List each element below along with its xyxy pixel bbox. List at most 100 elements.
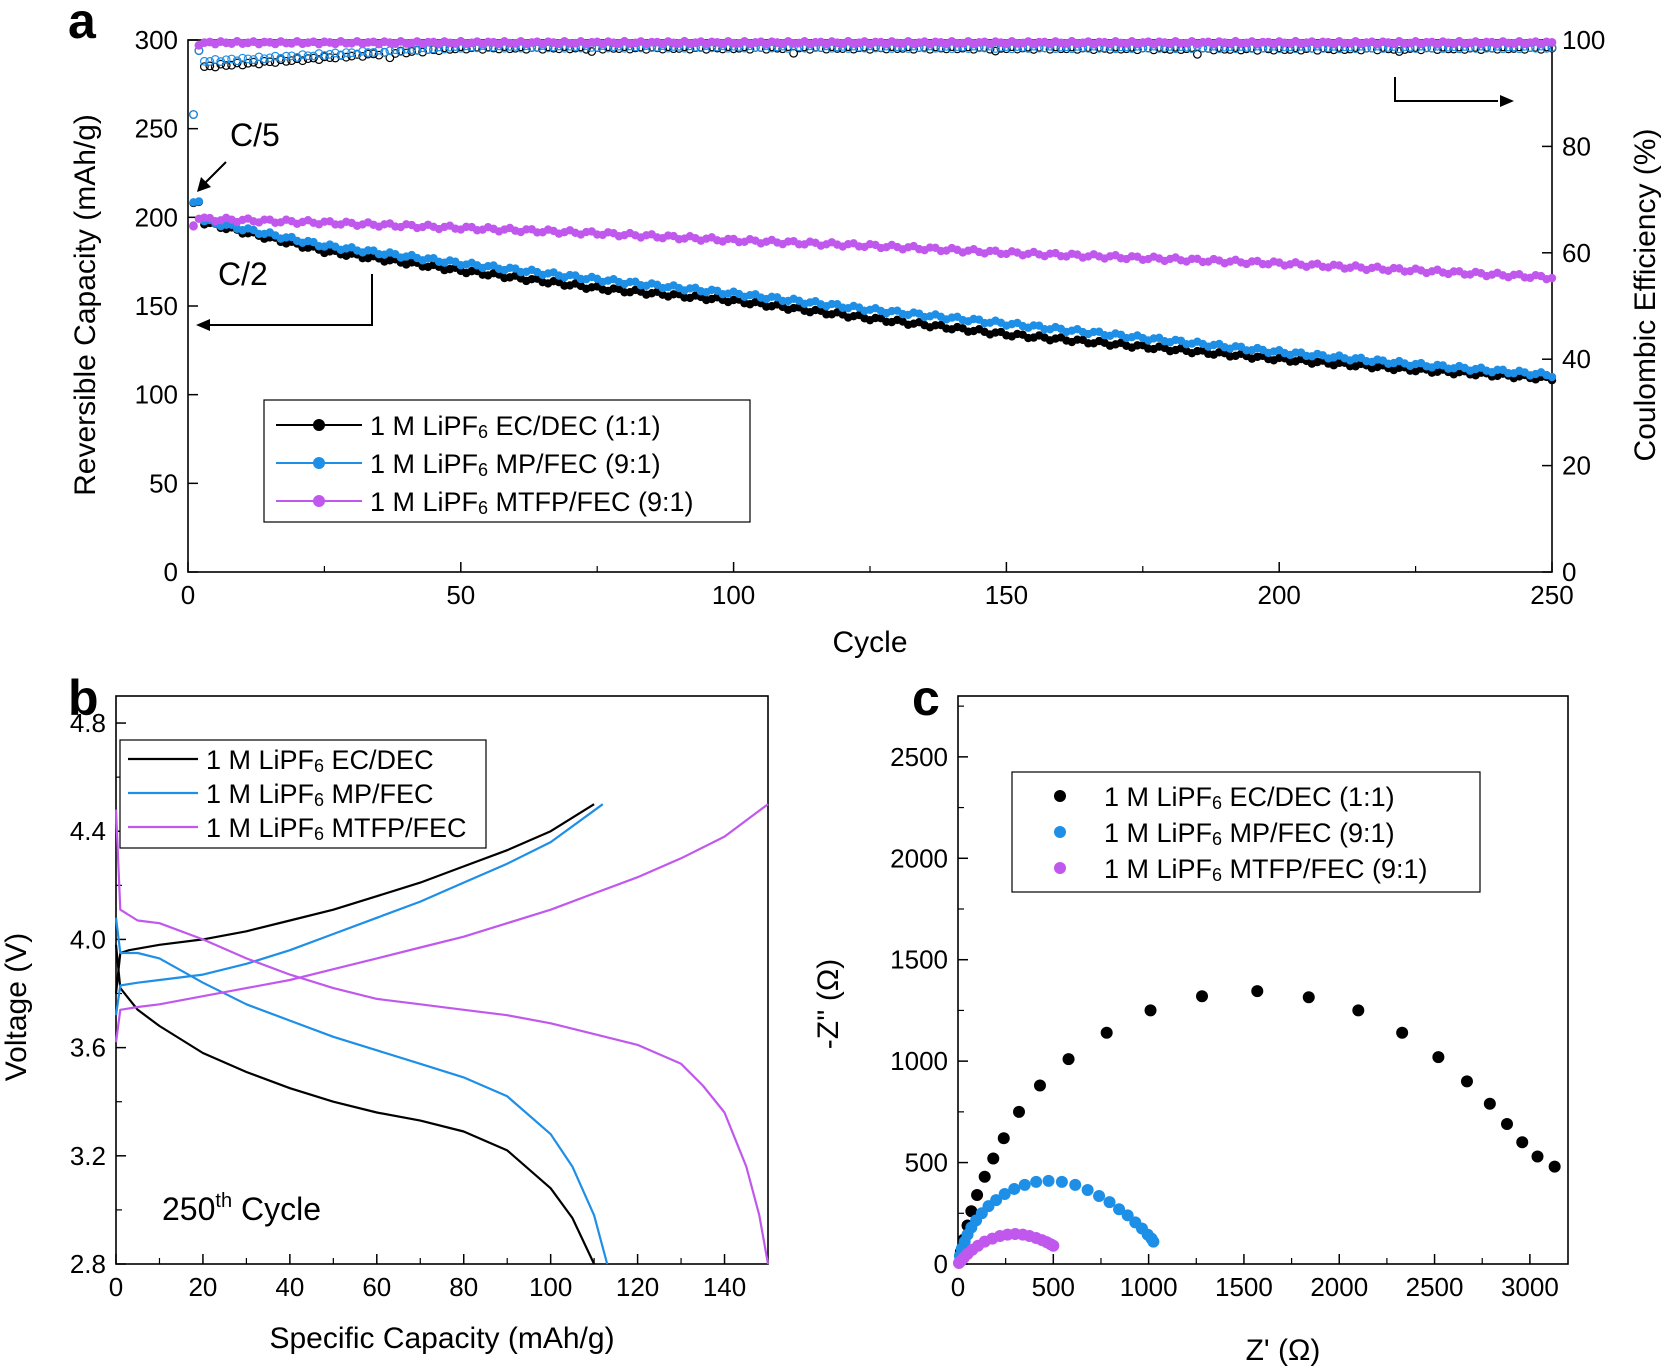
c-point bbox=[1483, 1097, 1496, 1110]
a-y2-tick-label: 0 bbox=[1562, 557, 1576, 587]
plot-layer: 0 50 100 150 200 2500501001502002503000204060… bbox=[70, 25, 1606, 1302]
a-left-axis-arrow bbox=[210, 274, 373, 326]
a-ce-point bbox=[336, 50, 346, 60]
b-y-tick-label: 4.4 bbox=[70, 816, 106, 846]
a-ce-point bbox=[276, 53, 286, 63]
a-ce-point bbox=[374, 50, 384, 60]
a-ce-point bbox=[205, 61, 215, 71]
c-point bbox=[1093, 1190, 1106, 1203]
c-point bbox=[990, 1194, 1003, 1207]
panel-label-a: a bbox=[68, 0, 97, 49]
a-ce-point bbox=[303, 51, 313, 61]
a-legend-marker bbox=[313, 495, 325, 507]
c-point bbox=[971, 1189, 984, 1202]
a-ce-point bbox=[1547, 38, 1557, 47]
a-ce-point bbox=[205, 57, 215, 66]
a-x-tick-label: 250 bbox=[1530, 580, 1573, 610]
a-ce-point bbox=[189, 221, 198, 231]
c-x-tick-label: 2000 bbox=[1310, 1272, 1368, 1302]
a-ce-point bbox=[1394, 47, 1404, 56]
a-y2-tick-label: 80 bbox=[1562, 131, 1591, 161]
c-series-0 bbox=[954, 985, 1561, 1258]
a-annotation-c5: C/5 bbox=[230, 117, 280, 153]
c-point bbox=[1196, 990, 1208, 1003]
b-y-tick-label: 4.0 bbox=[70, 924, 106, 954]
c-series-2 bbox=[952, 1227, 1060, 1269]
b-annotation-cycle: 250th Cycle bbox=[162, 1190, 321, 1227]
c-y-tick-label: 2000 bbox=[890, 843, 948, 873]
a-ce-point bbox=[227, 54, 237, 64]
c-x-tick-label: 1000 bbox=[1120, 1272, 1178, 1302]
c-plot-frame bbox=[957, 695, 1569, 1265]
a-capacity-point bbox=[1547, 372, 1557, 382]
c-legend-label: 1 M LiPF6 MTFP/FEC (9:1) bbox=[1104, 854, 1428, 885]
a-ce-point bbox=[254, 52, 264, 62]
c-x-tick-label: 0 bbox=[951, 1272, 965, 1302]
a-ce-point bbox=[347, 48, 357, 58]
a-c5-arrowhead bbox=[197, 177, 211, 192]
a-ce-point bbox=[325, 53, 335, 63]
c-point bbox=[978, 1170, 991, 1183]
c-point bbox=[1501, 1118, 1513, 1131]
c-point bbox=[1013, 1105, 1025, 1118]
a-ce-point bbox=[352, 49, 362, 59]
c-point bbox=[1302, 991, 1315, 1004]
c-point bbox=[1042, 1174, 1055, 1187]
b-x-tick-label: 140 bbox=[703, 1272, 746, 1302]
c-point bbox=[1030, 1175, 1043, 1188]
c-point bbox=[965, 1205, 978, 1218]
a-ce-point bbox=[189, 110, 198, 119]
b-x-tick-label: 100 bbox=[529, 1272, 572, 1302]
c-y-tick-label: 1500 bbox=[890, 945, 948, 975]
c-legend bbox=[1011, 771, 1481, 893]
a-ce-point bbox=[292, 52, 302, 62]
a-y2-tick-label: 100 bbox=[1562, 25, 1605, 55]
c-point bbox=[1516, 1136, 1529, 1149]
a-y-tick-label: 300 bbox=[135, 25, 178, 55]
a-capacity-point bbox=[194, 197, 204, 206]
c-legend-marker bbox=[1054, 826, 1066, 838]
a-legend-label: 1 M LiPF6 MTFP/FEC (9:1) bbox=[370, 487, 694, 518]
b-x-tick-label: 0 bbox=[109, 1272, 123, 1302]
a-capacity-point bbox=[1547, 273, 1557, 283]
b-discharge-curve bbox=[114, 917, 609, 1265]
a-ce-point bbox=[390, 49, 400, 58]
b-x-tick-label: 80 bbox=[449, 1272, 478, 1302]
c-x-label: Z' (Ω) bbox=[1246, 1334, 1321, 1367]
a-y-tick-label: 100 bbox=[135, 380, 178, 410]
b-charge-curve bbox=[114, 803, 595, 994]
a-y2-tick-label: 60 bbox=[1562, 238, 1591, 268]
c-y-tick-label: 2500 bbox=[890, 742, 948, 772]
b-y-label: Voltage (V) bbox=[0, 933, 33, 1081]
b-charge-curve bbox=[114, 803, 769, 1043]
a-y2-tick-label: 40 bbox=[1562, 344, 1591, 374]
c-x-tick-label: 500 bbox=[1032, 1272, 1075, 1302]
c-x-tick-label: 1500 bbox=[1215, 1272, 1273, 1302]
a-ce-point bbox=[298, 50, 307, 60]
b-plot-frame bbox=[115, 695, 769, 1265]
c-point bbox=[1103, 1196, 1116, 1209]
a-ce-point bbox=[199, 62, 209, 71]
c-point bbox=[1121, 1209, 1134, 1222]
a-right-axis-arrow bbox=[1394, 77, 1498, 102]
c-point bbox=[1008, 1182, 1021, 1195]
b-discharge-curve bbox=[114, 944, 596, 1265]
a-ce-point bbox=[287, 51, 297, 61]
a-x-tick-label: 0 bbox=[181, 580, 195, 610]
a-ce-point bbox=[281, 51, 291, 61]
a-ce-point bbox=[320, 51, 329, 60]
a-y-tick-label: 200 bbox=[135, 202, 178, 232]
a-ce-point bbox=[412, 46, 422, 55]
c-point bbox=[1055, 1175, 1068, 1188]
c-point bbox=[1033, 1079, 1046, 1092]
c-legend-label: 1 M LiPF6 EC/DEC (1:1) bbox=[1104, 782, 1395, 813]
a-ce-point bbox=[363, 48, 373, 57]
a-ce-point bbox=[227, 60, 237, 70]
b-y-tick-label: 3.2 bbox=[70, 1141, 106, 1171]
a-ce-point bbox=[249, 55, 258, 64]
a-annotation-c2: C/2 bbox=[218, 256, 268, 292]
a-ce-point bbox=[380, 47, 389, 57]
c-y-tick-label: 1000 bbox=[890, 1046, 948, 1076]
c-point bbox=[1062, 1053, 1075, 1066]
